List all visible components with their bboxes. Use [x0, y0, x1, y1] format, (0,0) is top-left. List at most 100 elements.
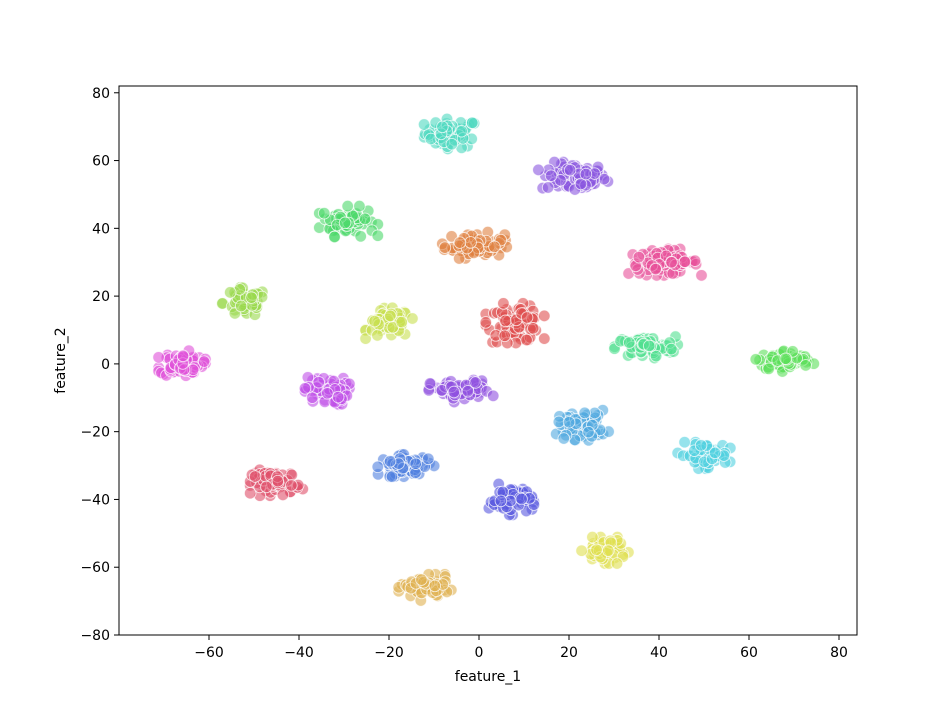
scatter-point	[799, 359, 812, 372]
scatter-point	[354, 230, 367, 243]
scatter-point	[371, 460, 385, 474]
scatter-point	[762, 362, 775, 376]
scatter-point	[445, 230, 458, 243]
scatter-point	[488, 240, 501, 254]
scatter-point	[649, 262, 662, 276]
scatter-point	[353, 199, 366, 213]
scatter-point	[152, 351, 165, 364]
points-layer	[152, 112, 821, 607]
scatter-point	[610, 557, 624, 570]
scatter-point	[532, 163, 545, 177]
scatter-point	[486, 389, 500, 403]
plot-frame	[118, 85, 858, 636]
scatter-point	[632, 250, 646, 264]
scatter-point	[575, 544, 588, 557]
scatter-point	[520, 311, 534, 324]
x-tick-label: 40	[650, 645, 668, 661]
scatter-point	[271, 474, 285, 488]
scatter-point	[695, 269, 708, 282]
scatter-point	[538, 332, 551, 345]
scatter-point	[466, 116, 479, 130]
scatter-point	[453, 236, 467, 249]
scatter-point	[312, 375, 325, 389]
scatter-point	[328, 230, 341, 244]
scatter-point	[642, 339, 656, 353]
scatter-point	[452, 252, 466, 265]
scatter-point	[479, 316, 493, 329]
scatter-point	[341, 199, 354, 213]
scatter-point	[445, 137, 459, 151]
scatter-point	[461, 384, 475, 398]
scatter-point	[649, 349, 663, 363]
x-tick-label: 20	[560, 645, 578, 661]
y-tick-label: −80	[80, 628, 110, 644]
scatter-point	[665, 256, 678, 269]
scatter-point	[331, 390, 345, 404]
scatter-point	[557, 432, 571, 445]
x-axis: −60 −40 −20 0 20 40 60 80	[194, 635, 848, 661]
y-tick-label: 0	[101, 357, 110, 373]
scatter-point	[694, 439, 708, 452]
scatter-point	[384, 309, 397, 323]
scatter-point	[338, 216, 352, 230]
scatter-point	[417, 118, 431, 131]
scatter-point	[497, 297, 510, 310]
y-axis-label: feature_2	[53, 327, 69, 393]
scatter-point	[385, 470, 399, 483]
y-tick-label: 60	[92, 154, 110, 170]
scatter-point	[260, 480, 273, 494]
scatter-point	[563, 163, 577, 177]
scatter-point	[248, 470, 262, 483]
scatter-point	[447, 385, 461, 399]
scatter-point	[520, 333, 533, 347]
scatter-point	[579, 167, 593, 181]
x-tick-label: 80	[830, 645, 848, 661]
scatter-point	[285, 479, 298, 492]
scatter-point	[541, 181, 555, 194]
scatter-point	[578, 406, 591, 420]
scatter-point	[423, 377, 437, 390]
x-tick-label: −40	[284, 645, 314, 661]
scatter-point	[438, 241, 452, 254]
scatter-point	[779, 352, 792, 365]
scatter-point	[515, 492, 528, 506]
x-axis-label: feature_1	[455, 669, 521, 685]
scatter-point	[498, 329, 511, 343]
scatter-point	[678, 255, 692, 268]
scatter-point	[749, 353, 763, 366]
scatter-point	[436, 120, 449, 134]
scatter-point	[409, 457, 422, 470]
scatter-point	[371, 329, 384, 342]
scatter-point	[582, 425, 595, 439]
scatter-point	[317, 206, 331, 220]
y-tick-label: −60	[80, 560, 110, 576]
x-tick-label: 0	[475, 645, 484, 661]
scatter-point	[321, 387, 334, 400]
scatter-point	[276, 488, 290, 502]
scatter-point	[428, 579, 442, 593]
scatter-point	[527, 322, 540, 335]
scatter-point	[562, 415, 576, 429]
y-tick-label: −20	[80, 425, 110, 441]
scatter-point	[422, 452, 435, 466]
scatter-point	[574, 177, 588, 191]
scatter-point	[298, 382, 312, 395]
y-tick-label: 20	[92, 289, 110, 305]
x-tick-label: −60	[194, 645, 224, 661]
scatter-point	[368, 314, 381, 328]
scatter-point	[197, 355, 211, 368]
y-axis: −80 −60 −40 −20 0 20 40 60 80	[80, 86, 119, 644]
scatter-point	[371, 229, 385, 242]
scatter-point	[383, 455, 397, 468]
scatter-point	[544, 169, 558, 182]
x-tick-label: 60	[740, 645, 758, 661]
scatter-point	[358, 212, 372, 226]
scatter-point	[602, 544, 615, 557]
scatter-point	[234, 299, 248, 313]
scatter-point	[590, 543, 603, 557]
scatter-point	[678, 435, 691, 449]
scatter-point	[223, 286, 237, 299]
x-tick-label: −20	[374, 645, 404, 661]
scatter-point	[499, 314, 512, 328]
scatter-point	[469, 376, 482, 389]
